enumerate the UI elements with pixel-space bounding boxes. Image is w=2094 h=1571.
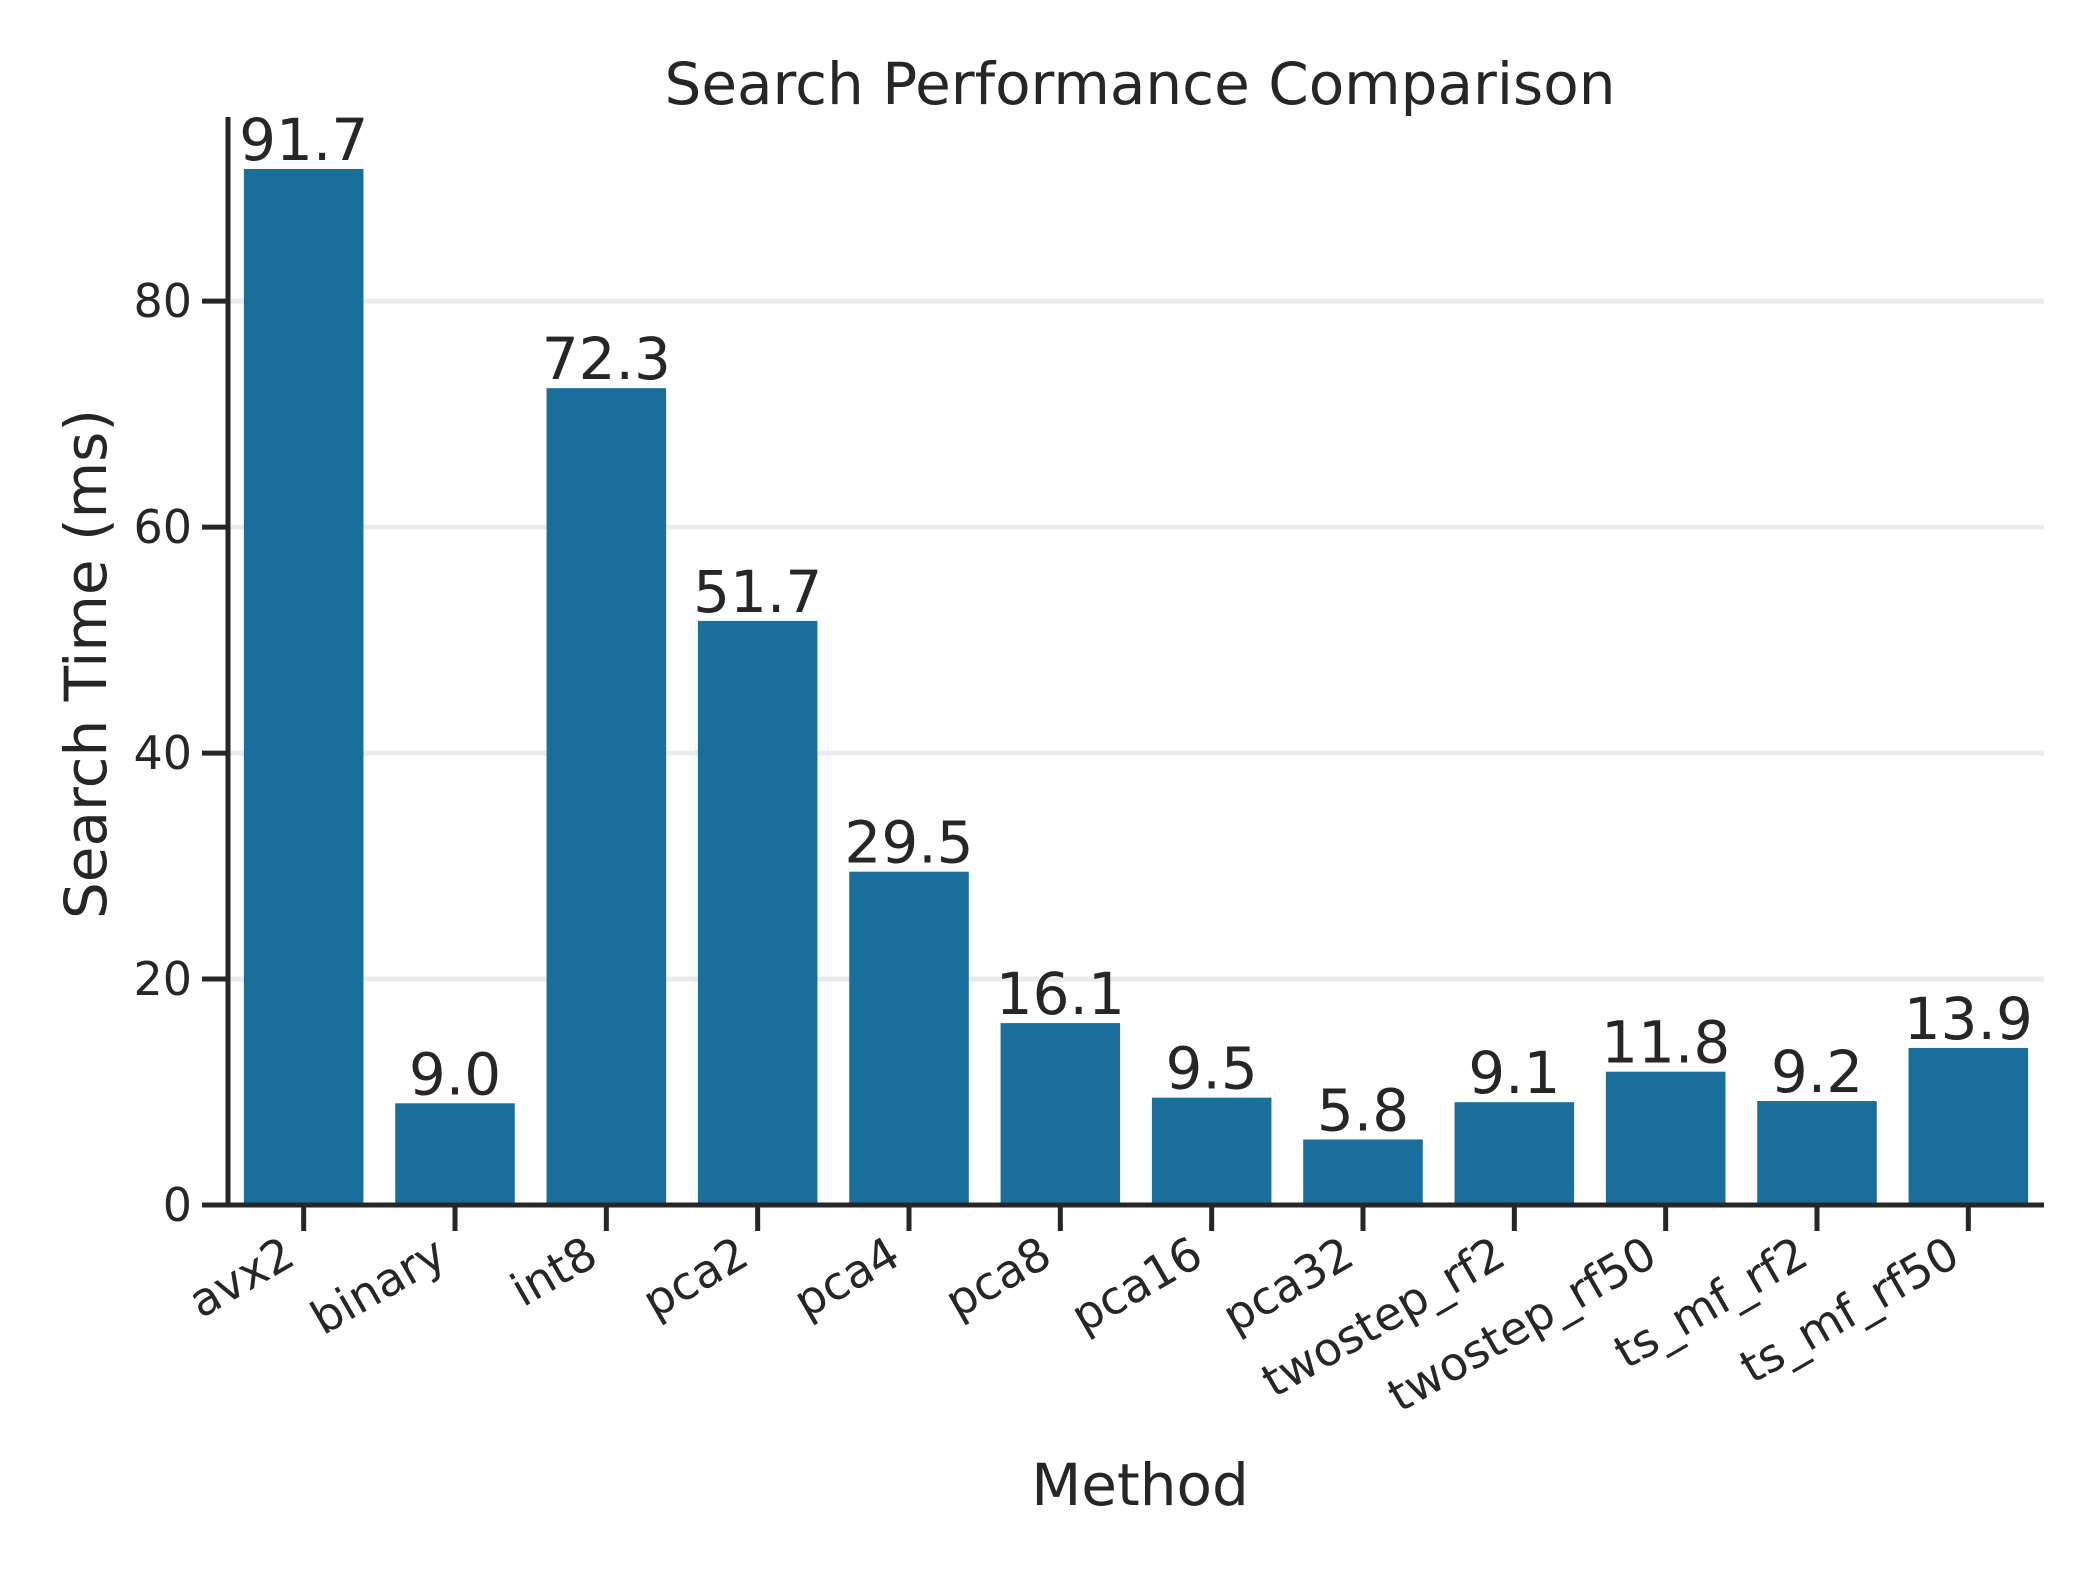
chart-title: Search Performance Comparison [665,50,1616,118]
data-label-pca2: 51.7 [693,558,822,626]
y-tick-label: 40 [133,726,192,780]
bar-ts_mf_rf2 [1757,1101,1877,1205]
x-tick-label-pca8: pca8 [936,1226,1060,1329]
data-label-pca32: 5.8 [1317,1076,1409,1144]
data-label-binary: 9.0 [409,1040,501,1108]
y-tick-label: 20 [133,952,192,1006]
data-label-pca8: 16.1 [996,960,1125,1028]
x-tick-label-binary: binary [302,1226,455,1345]
data-label-pca4: 29.5 [844,809,973,877]
bar-twostep_rf50 [1605,1071,1726,1205]
gridlines [228,298,2044,982]
x-tick-label-pca2: pca2 [633,1226,757,1329]
x-tick-label-int8: int8 [502,1226,606,1317]
y-tick-label: 60 [133,500,192,554]
data-label-pca16: 9.5 [1166,1035,1258,1103]
bar-binary [395,1103,515,1205]
bar-ts_mf_rf50 [1908,1047,2029,1205]
data-label-twostep_rf2: 9.1 [1468,1039,1560,1107]
bar-pca8 [1000,1023,1121,1205]
bars [243,168,2029,1205]
bar-pca32 [1303,1139,1423,1205]
data-label-int8: 72.3 [542,325,671,393]
bar-pca16 [1151,1097,1272,1205]
x-tick-label-pca16: pca16 [1062,1226,1211,1343]
data-label-avx2: 91.7 [239,106,368,174]
y-axis-label: Search Time (ms) [52,409,120,919]
data-label-twostep_rf50: 11.8 [1601,1009,1730,1077]
bar-int8 [546,388,667,1205]
x-tick-label-avx2: avx2 [179,1226,303,1329]
data-label-ts_mf_rf50: 13.9 [1904,985,2033,1053]
y-tick-label: 0 [163,1178,192,1232]
data-labels: 91.7 9.0 72.3 51.7 29.5 16.1 9.5 5.8 9.1 11.8 9.2 1… [239,106,2033,1145]
bar-pca2 [697,620,818,1205]
bar-pca4 [849,871,969,1205]
data-label-ts_mf_rf2: 9.2 [1771,1038,1863,1106]
bar-avx2 [243,168,364,1205]
x-axis-label: Method [1031,1451,1249,1519]
x-tick-label-pca4: pca4 [785,1226,909,1329]
y-tick-label: 80 [133,274,192,328]
bar-twostep_rf2 [1454,1102,1575,1205]
